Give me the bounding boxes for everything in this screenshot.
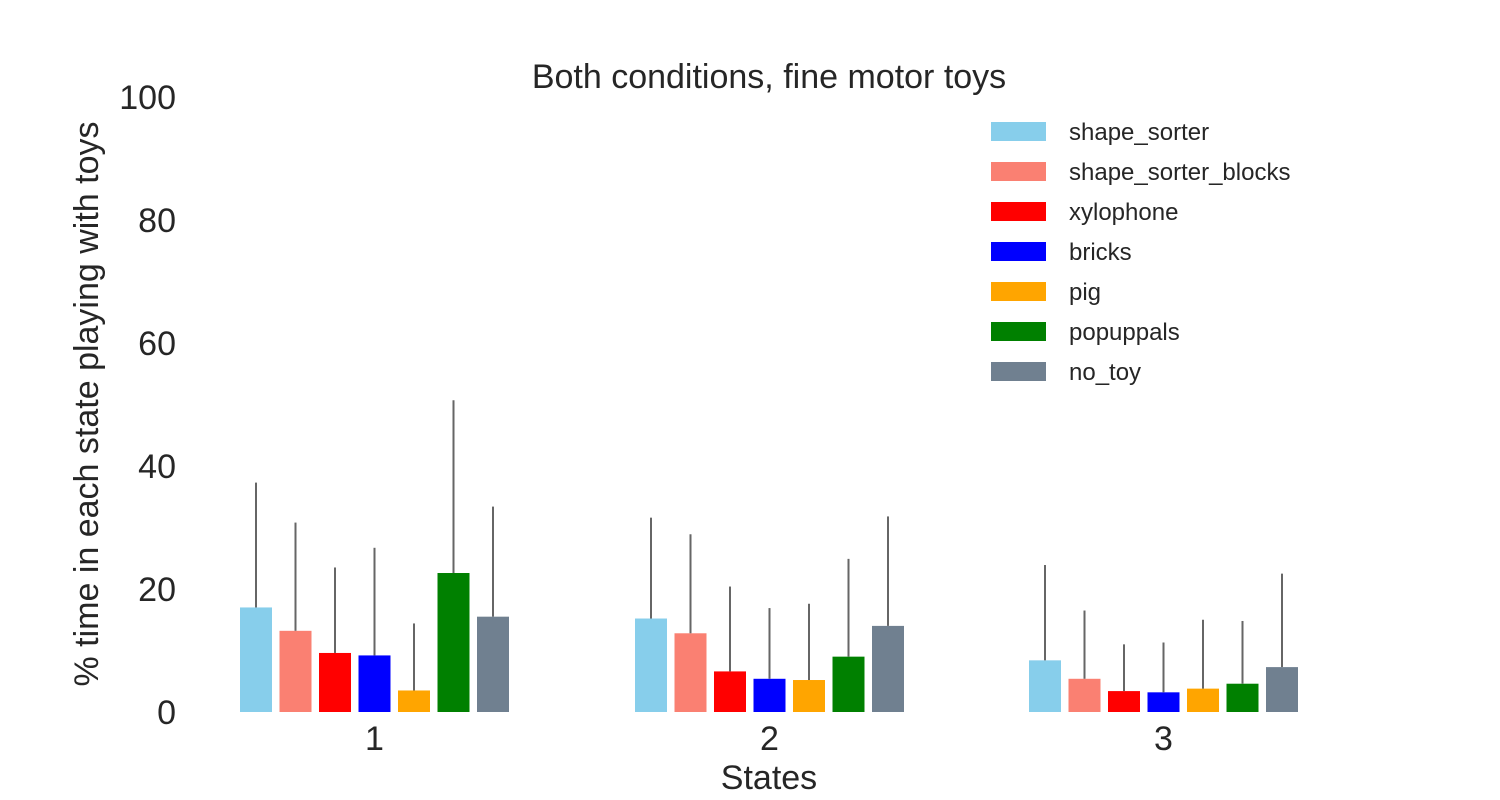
y-axis-ticks: 0 20 40 60 80 100 [119, 79, 176, 732]
bar-bricks-state-2 [753, 678, 786, 712]
legend-swatch [991, 122, 1046, 141]
bar-popuppals-state-3 [1226, 683, 1259, 712]
x-axis-ticks: 1 2 3 [365, 720, 1173, 758]
legend-label: pig [1069, 279, 1101, 306]
y-tick-label: 60 [138, 325, 176, 363]
legend-item-shape_sorter[interactable]: shape_sorter [991, 119, 1209, 146]
bar-bricks-state-1 [358, 655, 391, 712]
legend-item-pig[interactable]: pig [991, 279, 1101, 306]
y-tick-label: 20 [138, 571, 176, 609]
legend-swatch [991, 202, 1046, 221]
bar-pig-state-3 [1187, 688, 1219, 712]
bar-pig-state-2 [793, 680, 825, 712]
legend-label: shape_sorter_blocks [1069, 159, 1290, 186]
x-tick-label: 3 [1154, 720, 1173, 758]
bar-shape_sorter-state-3 [1029, 660, 1061, 712]
legend-label: shape_sorter [1069, 119, 1209, 146]
legend-swatch [991, 162, 1046, 181]
legend-item-shape_sorter_blocks[interactable]: shape_sorter_blocks [991, 159, 1290, 186]
y-axis-label: % time in each state playing with toys [68, 121, 106, 686]
bar-shape_sorter-state-2 [635, 618, 667, 712]
bar-shape_sorter_blocks-state-3 [1068, 678, 1101, 712]
bar-pig-state-1 [398, 690, 430, 712]
chart-title: Both conditions, fine motor toys [532, 58, 1006, 96]
legend-swatch [991, 242, 1046, 261]
legend-label: bricks [1069, 239, 1132, 266]
legend[interactable]: shape_sorter shape_sorter_blocks xylophone… [991, 119, 1290, 386]
y-tick-label: 40 [138, 448, 176, 486]
bar-popuppals-state-2 [832, 656, 865, 712]
x-tick-label: 1 [365, 720, 384, 758]
error-bar-group [255, 400, 1283, 693]
legend-item-no_toy[interactable]: no_toy [991, 359, 1141, 386]
bar-bricks-state-3 [1147, 692, 1180, 712]
y-tick-label: 100 [119, 79, 176, 117]
bar-no_toy-state-1 [477, 616, 509, 712]
bar-xylophone-state-3 [1108, 691, 1140, 712]
legend-item-bricks[interactable]: bricks [991, 239, 1132, 266]
bar-xylophone-state-2 [714, 671, 746, 712]
bar-shape_sorter_blocks-state-1 [279, 630, 312, 712]
legend-item-popuppals[interactable]: popuppals [991, 319, 1180, 346]
bar-shape_sorter_blocks-state-2 [674, 633, 707, 712]
bar-shape_sorter-state-1 [240, 607, 272, 712]
bar-series-group [240, 573, 1298, 712]
x-tick-label: 2 [760, 720, 779, 758]
legend-label: no_toy [1069, 359, 1141, 386]
legend-item-xylophone[interactable]: xylophone [991, 199, 1178, 226]
legend-label: popuppals [1069, 319, 1180, 346]
bar-popuppals-state-1 [437, 573, 470, 712]
bar-xylophone-state-1 [319, 652, 351, 712]
legend-swatch [991, 282, 1046, 301]
y-tick-label: 0 [157, 694, 176, 732]
bar-no_toy-state-3 [1266, 667, 1298, 712]
legend-swatch [991, 322, 1046, 341]
legend-label: xylophone [1069, 199, 1178, 226]
bar-no_toy-state-2 [872, 625, 904, 712]
legend-swatch [991, 362, 1046, 381]
y-tick-label: 80 [138, 202, 176, 240]
x-axis-label: States [721, 759, 817, 797]
